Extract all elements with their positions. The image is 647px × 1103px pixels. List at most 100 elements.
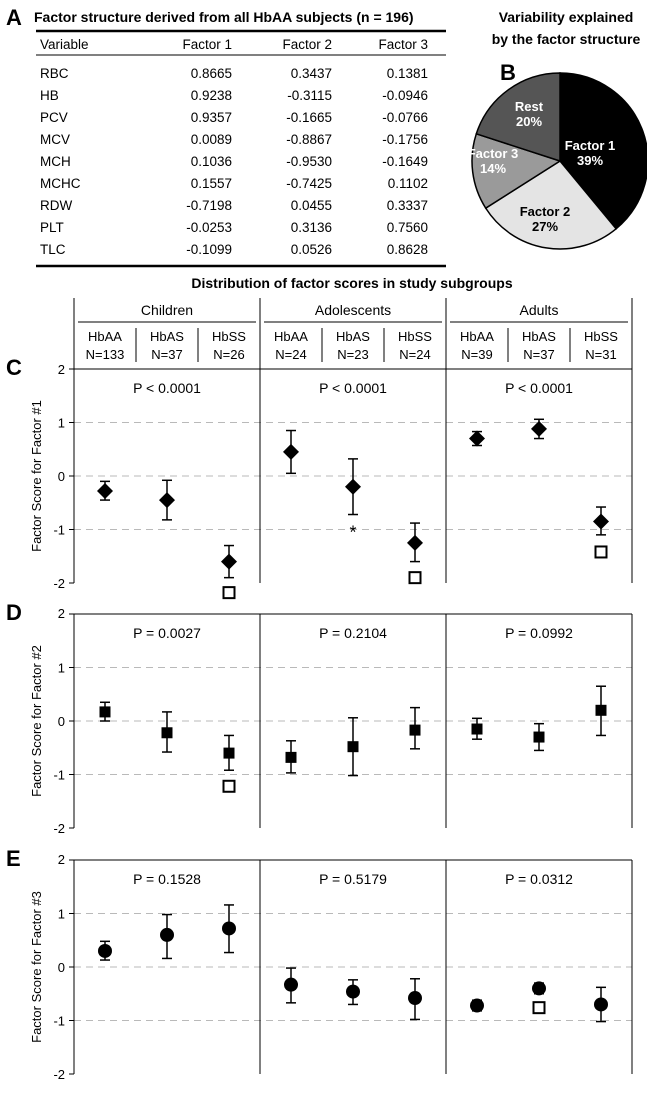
table-row: MCH 0.1036 -0.9530 -0.1649: [40, 154, 428, 169]
table-cell-loading: 0.3136: [291, 220, 332, 235]
panel-b: Variability explained by the factor stru…: [468, 9, 647, 250]
table-cell-variable: HB: [40, 88, 59, 103]
open-square-marker: [222, 779, 236, 793]
p-value-label: P < 0.0001: [319, 380, 387, 396]
open-square-marker: [222, 586, 236, 600]
table-cell-loading: -0.1649: [382, 154, 428, 169]
data-point: [409, 706, 421, 750]
y-tick-label: 2: [58, 852, 65, 867]
data-point: [99, 701, 111, 722]
subgroup-n: N=37: [523, 347, 554, 362]
table-cell-loading: -0.7198: [186, 198, 232, 213]
subgroup-n: N=39: [461, 347, 492, 362]
y-tick-label: 2: [58, 606, 65, 621]
circle-marker: [284, 977, 298, 992]
table-row: HB 0.9238 -0.3115 -0.0946: [40, 88, 428, 103]
panel-d-letter: D: [6, 600, 22, 625]
subgroup-name: HbAS: [522, 329, 556, 344]
subgroup-name: HbSS: [212, 329, 246, 344]
data-point: [98, 940, 112, 961]
y-tick-label: 0: [58, 960, 65, 975]
data-point: [595, 685, 607, 737]
data-point: [531, 418, 547, 440]
table-cell-variable: MCV: [40, 132, 70, 147]
subgroup-name: HbAA: [88, 329, 122, 344]
table-header-row: Variable Factor 1 Factor 2 Factor 3: [40, 37, 428, 52]
data-point: [285, 740, 297, 774]
p-value-label: P < 0.0001: [133, 380, 201, 396]
table-cell-variable: MCH: [40, 154, 71, 169]
data-point: [161, 711, 173, 753]
panel-e-letter: E: [6, 846, 21, 871]
panel-c-letter: C: [6, 355, 22, 380]
y-tick-label: -1: [53, 523, 65, 538]
y-axis-label: Factor Score for Factor #3: [29, 891, 44, 1043]
pie-label-name: Factor 2: [520, 204, 571, 219]
data-point: [346, 979, 360, 1006]
p-value-label: P = 0.2104: [319, 625, 387, 641]
score-panels: 2 1 0 -1 -2 C Factor Score for Factor #1 P < 0.…: [6, 355, 633, 1082]
subgroup-n: N=133: [86, 347, 125, 362]
subgroup-name: HbSS: [584, 329, 618, 344]
table-header-factor-2: Factor 2: [282, 37, 332, 52]
diamond-marker: [469, 430, 485, 447]
subgroup-n: N=23: [337, 347, 368, 362]
square-marker: [347, 741, 359, 753]
data-point: [533, 722, 545, 752]
data-point: [222, 734, 236, 793]
y-tick-label: -1: [53, 768, 65, 783]
table-cell-loading: 0.8665: [191, 66, 232, 81]
table-cell-loading: 0.0089: [191, 132, 232, 147]
panel-d: 1 0 -1 -2 2 D Factor Score for Factor #2 P = 0.…: [6, 600, 633, 836]
y-tick-label: -2: [53, 821, 65, 836]
table-header-factor-1: Factor 1: [182, 37, 232, 52]
circle-marker: [532, 981, 546, 996]
pie-label-name: Factor 1: [565, 138, 616, 153]
y-tick-label: 0: [58, 714, 65, 729]
circle-marker: [594, 997, 608, 1012]
subgroup-n: N=24: [275, 347, 306, 362]
panel-e: 1 0 -1 -2 2 E Factor Score for Factor #3 P = 0.…: [6, 846, 633, 1082]
square-marker: [409, 724, 421, 736]
y-tick-label: 1: [58, 661, 65, 676]
data-point: [593, 506, 609, 559]
pie-label-percent: 20%: [516, 114, 542, 129]
open-square-marker: [532, 1001, 546, 1015]
table-cell-loading: -0.0253: [186, 220, 232, 235]
table-body: RBC 0.8665 0.3437 0.1381 HB 0.9238 -0.3115 -0.0…: [40, 66, 428, 257]
data-point: [594, 986, 608, 1023]
data-point: [284, 967, 298, 1004]
data-point: [470, 998, 484, 1013]
y-tick-label: 0: [58, 469, 65, 484]
subgroup-name: HbAS: [150, 329, 184, 344]
data-point: [159, 479, 175, 521]
data-point: [283, 429, 299, 475]
y-tick-label: 2: [58, 362, 65, 377]
distribution-title: Distribution of factor scores in study s…: [191, 275, 512, 291]
y-tick-label: -2: [53, 1067, 65, 1082]
table-row: MCHC 0.1557 -0.7425 0.1102: [40, 176, 428, 191]
y-tick-label: -2: [53, 576, 65, 591]
table-cell-variable: RDW: [40, 198, 72, 213]
pie-slice-factor-1: [559, 72, 647, 230]
table-cell-loading: -0.0946: [382, 88, 428, 103]
panel-a-letter: A: [6, 5, 22, 30]
table-cell-loading: 0.3437: [291, 66, 332, 81]
group-header: Children HbAA N=133 HbAS N=37 HbSS N=26 Adolesc…: [73, 298, 633, 369]
p-value-label: P = 0.0312: [505, 871, 573, 887]
y-axis-label: Factor Score for Factor #2: [29, 645, 44, 797]
table-cell-loading: 0.1036: [191, 154, 232, 169]
circle-marker: [346, 984, 360, 999]
pie-title-line1: Variability explained: [499, 9, 634, 25]
table-cell-loading: 0.9357: [191, 110, 232, 125]
circle-marker: [470, 998, 484, 1013]
table-cell-loading: -0.7425: [286, 176, 332, 191]
table-cell-loading: -0.3115: [287, 88, 332, 103]
pie-label-name: Factor 3: [468, 146, 519, 161]
group-label: Adolescents: [315, 302, 391, 318]
diamond-marker: [531, 420, 547, 437]
panel-a: A Factor structure derived from all HbAA…: [6, 5, 446, 268]
p-value-label: P = 0.5179: [319, 871, 387, 887]
table-cell-loading: 0.8628: [387, 242, 428, 257]
